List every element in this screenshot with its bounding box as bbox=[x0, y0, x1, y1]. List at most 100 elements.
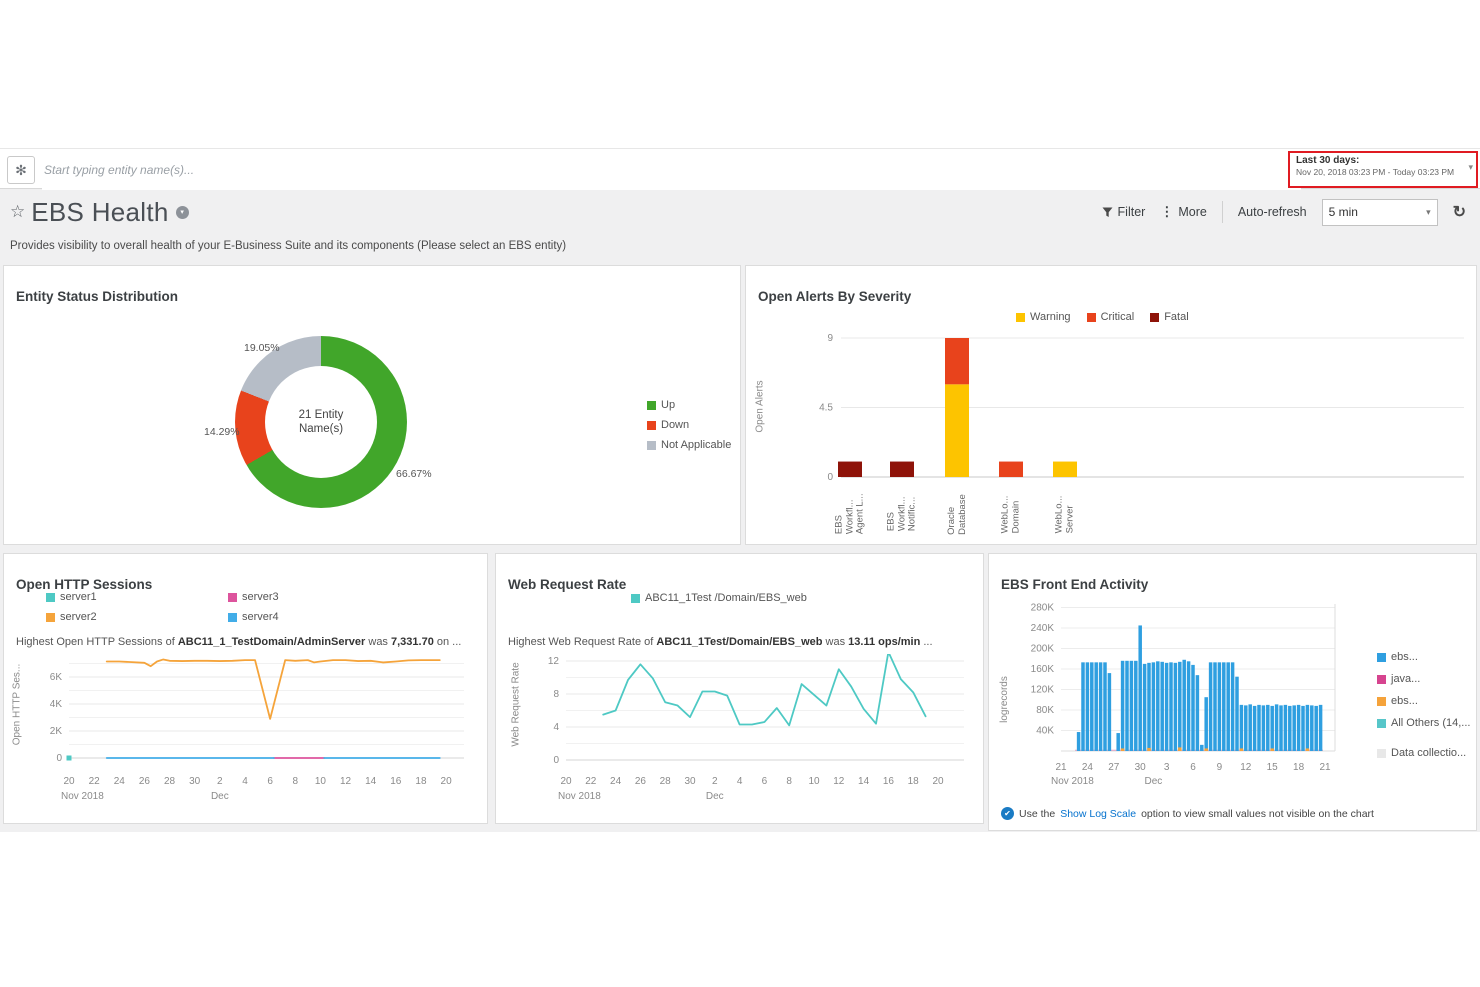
topology-icon: ✻ bbox=[15, 161, 27, 178]
page-header: ☆ EBS Health ▾ Filter ⋮ More Auto-refres… bbox=[0, 190, 1480, 234]
svg-text:21: 21 bbox=[1319, 762, 1331, 773]
legend-item[interactable]: server3 bbox=[228, 591, 408, 603]
legend-swatch bbox=[1377, 696, 1386, 706]
chart-legend: ABC11_1Test /Domain/EBS_web bbox=[631, 592, 807, 604]
legend-label: server2 bbox=[60, 611, 97, 623]
chart-legend: Up Down Not Applicable bbox=[647, 399, 731, 451]
svg-text:8: 8 bbox=[786, 776, 792, 787]
svg-text:40K: 40K bbox=[1036, 726, 1054, 737]
chart-legend: server1 server2 server3 server4 bbox=[46, 588, 408, 626]
legend-item[interactable]: ebs... bbox=[1377, 695, 1418, 707]
legend-item[interactable]: Warning bbox=[1016, 311, 1071, 323]
legend-item[interactable]: java... bbox=[1377, 673, 1420, 685]
toolbar-divider bbox=[1221, 201, 1223, 223]
legend-label: server1 bbox=[60, 591, 97, 603]
search-input[interactable] bbox=[42, 149, 1301, 190]
legend-swatch bbox=[1377, 718, 1386, 728]
legend-swatch bbox=[228, 592, 237, 602]
svg-text:10: 10 bbox=[315, 776, 327, 787]
panel-title: Open HTTP Sessions bbox=[16, 576, 153, 592]
refresh-icon[interactable]: ↻ bbox=[1452, 204, 1466, 221]
legend-swatch bbox=[1016, 312, 1025, 322]
legend-label: ebs... bbox=[1391, 651, 1418, 663]
legend-item[interactable]: ebs... bbox=[1377, 651, 1418, 663]
legend-swatch bbox=[631, 593, 640, 603]
donut-center-label: 21 Entity Name(s) bbox=[265, 366, 377, 478]
svg-text:14: 14 bbox=[858, 776, 870, 787]
svg-text:12: 12 bbox=[340, 776, 352, 787]
svg-text:160K: 160K bbox=[1031, 664, 1055, 675]
legend-item[interactable]: Down bbox=[647, 419, 689, 431]
svg-text:6: 6 bbox=[267, 776, 273, 787]
svg-text:18: 18 bbox=[415, 776, 427, 787]
legend-item[interactable]: Fatal bbox=[1150, 311, 1189, 323]
svg-text:30: 30 bbox=[189, 776, 201, 787]
svg-text:20: 20 bbox=[63, 776, 75, 787]
svg-text:8: 8 bbox=[553, 689, 559, 700]
svg-text:9: 9 bbox=[1217, 762, 1223, 773]
svg-text:280K: 280K bbox=[1031, 603, 1055, 614]
svg-text:0: 0 bbox=[56, 753, 62, 764]
category-label: Oracle Database bbox=[945, 493, 967, 535]
chart-subtitle: Highest Web Request Rate of ABC11_1Test/… bbox=[508, 636, 933, 648]
svg-text:8: 8 bbox=[292, 776, 298, 787]
svg-text:Dec: Dec bbox=[706, 791, 724, 802]
donut-ring[interactable]: 21 Entity Name(s) bbox=[235, 336, 407, 508]
time-range-value: Nov 20, 2018 03:23 PM - Today 03:23 PM bbox=[1296, 167, 1455, 177]
svg-text:240K: 240K bbox=[1031, 623, 1055, 634]
svg-text:18: 18 bbox=[908, 776, 920, 787]
tip-icon: ✔ bbox=[1001, 807, 1014, 820]
chevron-down-icon: ▾ bbox=[1426, 206, 1431, 217]
panel-title: Open Alerts By Severity bbox=[758, 288, 912, 304]
svg-text:6: 6 bbox=[1190, 762, 1196, 773]
legend-swatch bbox=[647, 440, 656, 450]
time-range-selector[interactable]: Last 30 days: Nov 20, 2018 03:23 PM - To… bbox=[1288, 151, 1478, 188]
legend-swatch bbox=[46, 592, 55, 602]
show-log-scale-link[interactable]: Show Log Scale bbox=[1060, 807, 1137, 820]
svg-text:9: 9 bbox=[827, 333, 833, 344]
more-button[interactable]: ⋮ More bbox=[1160, 204, 1207, 219]
svg-text:4: 4 bbox=[242, 776, 248, 787]
legend-item[interactable]: Not Applicable bbox=[647, 439, 731, 451]
legend-item[interactable]: Critical bbox=[1086, 311, 1134, 323]
legend-swatch bbox=[228, 612, 237, 622]
legend-label: Not Applicable bbox=[661, 439, 732, 451]
svg-text:3: 3 bbox=[1164, 762, 1170, 773]
legend-item[interactable]: Data collectio... bbox=[1377, 747, 1466, 759]
svg-text:0: 0 bbox=[553, 755, 559, 766]
svg-text:28: 28 bbox=[164, 776, 176, 787]
legend-item[interactable]: All Others (14,... bbox=[1377, 717, 1470, 729]
filter-button[interactable]: Filter bbox=[1102, 205, 1145, 219]
legend-item[interactable]: server1 bbox=[46, 591, 226, 603]
category-label: WebLo... Domain bbox=[999, 495, 1021, 533]
legend-item[interactable]: ABC11_1Test /Domain/EBS_web bbox=[631, 592, 807, 604]
slice-percent-label: 14.29% bbox=[204, 426, 240, 438]
entity-menu-icon[interactable]: ▾ bbox=[175, 205, 189, 219]
svg-text:14: 14 bbox=[365, 776, 377, 787]
legend-item[interactable]: server4 bbox=[228, 611, 408, 623]
legend-label: java... bbox=[1391, 673, 1421, 685]
slice-percent-label: 66.67% bbox=[396, 468, 432, 480]
page-subtitle: Provides visibility to overall health of… bbox=[10, 240, 567, 252]
legend-item[interactable]: server2 bbox=[46, 611, 226, 623]
legend-label: server4 bbox=[242, 611, 279, 623]
legend-label: ebs... bbox=[1391, 695, 1418, 707]
svg-text:4: 4 bbox=[737, 776, 743, 787]
autorefresh-select[interactable]: 5 min ▾ bbox=[1321, 198, 1438, 226]
svg-text:16: 16 bbox=[390, 776, 402, 787]
favorite-star-icon[interactable]: ☆ bbox=[10, 202, 26, 221]
svg-text:4K: 4K bbox=[50, 699, 63, 710]
chevron-down-icon: ▾ bbox=[1468, 162, 1473, 172]
svg-text:24: 24 bbox=[610, 776, 622, 787]
legend-swatch bbox=[1377, 674, 1386, 684]
filter-icon bbox=[1102, 207, 1113, 217]
legend-swatch bbox=[1377, 748, 1386, 758]
page-title: EBS Health bbox=[31, 196, 169, 227]
front-end-activity-bar-chart: 40K 80K 120K 160K 200K 240K 280K 21 24 27 30 3 6 9 12 1… bbox=[1031, 603, 1336, 787]
svg-text:26: 26 bbox=[635, 776, 647, 787]
legend-item[interactable]: Up bbox=[647, 399, 675, 411]
entity-type-button[interactable]: ✻ bbox=[7, 156, 35, 184]
svg-text:24: 24 bbox=[114, 776, 126, 787]
